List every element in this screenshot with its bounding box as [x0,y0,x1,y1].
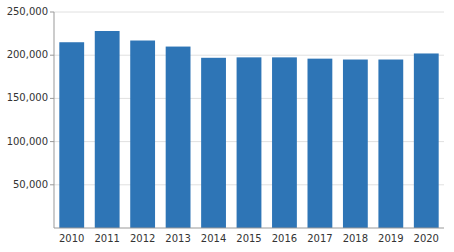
x-tick-label: 2016 [272,233,297,244]
bar [272,57,297,228]
y-axis: 50,000 100,000 150,000 200,000 250,000 [7,6,54,190]
bar [378,60,403,228]
y-tick-label: 50,000 [13,179,48,190]
bar [59,42,84,228]
x-tick-label: 2012 [130,233,155,244]
bar [95,31,120,228]
x-tick-label: 2011 [94,233,119,244]
x-tick-label: 2019 [378,233,403,244]
y-tick [50,55,54,56]
chart: 50,000100,000150,000200,000250,000201020… [0,0,454,252]
x-tick-label: 2018 [343,233,368,244]
bar [414,53,439,228]
bar [308,59,333,228]
x-tick-label: 2010 [59,233,84,244]
bar [130,41,155,228]
y-tick-label: 150,000 [7,92,48,103]
bar [201,58,226,228]
x-tick-label: 2017 [307,233,332,244]
y-tick [50,184,54,185]
x-tick-label: 2014 [201,233,226,244]
x-axis: 2010 2011 2012 2013 2014 2015 2016 2017 2018 2019… [59,233,439,244]
y-tick-label: 100,000 [7,136,48,147]
y-tick [50,141,54,142]
y-tick-label: 250,000 [7,6,48,17]
bars [59,31,438,228]
x-tick-label: 2020 [414,233,439,244]
bar [343,60,368,228]
y-tick-label: 200,000 [7,49,48,60]
x-tick-label: 2015 [236,233,261,244]
y-tick [50,98,54,99]
y-tick [50,12,54,13]
x-axis-line [54,228,444,229]
x-tick-label: 2013 [165,233,190,244]
grid-line [54,12,444,13]
bar [166,47,191,228]
y-axis-line [54,12,55,228]
bar [237,57,262,228]
